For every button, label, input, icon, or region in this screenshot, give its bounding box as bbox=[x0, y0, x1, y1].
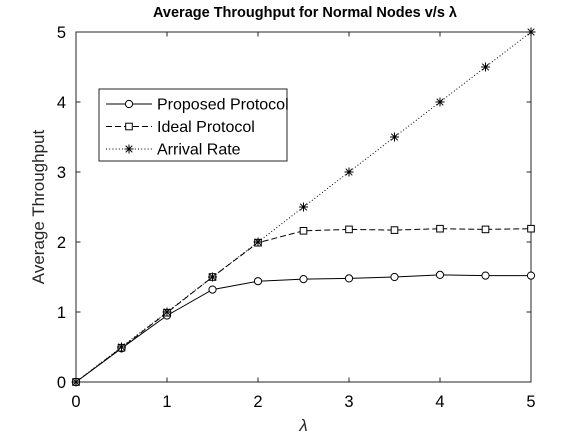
data-point bbox=[481, 225, 490, 234]
y-tick-label: 1 bbox=[57, 304, 66, 322]
data-point bbox=[435, 270, 445, 279]
x-tick-label: 5 bbox=[526, 393, 535, 411]
series-line bbox=[75, 228, 532, 383]
data-point bbox=[71, 377, 81, 387]
data-point bbox=[436, 224, 444, 233]
data-point bbox=[253, 237, 263, 247]
series-line bbox=[75, 274, 531, 383]
data-point bbox=[390, 132, 399, 142]
y-tick-label: 5 bbox=[57, 24, 66, 42]
chart-title: Average Throughput for Normal Nodes v/s … bbox=[153, 5, 457, 21]
legend-marker bbox=[124, 144, 134, 154]
data-point bbox=[390, 226, 399, 234]
series-arrival-rate bbox=[71, 27, 536, 387]
x-axis-label: λ bbox=[298, 416, 307, 435]
legend-label: Arrival Rate bbox=[157, 142, 241, 159]
data-point bbox=[526, 271, 536, 280]
data-point bbox=[481, 62, 490, 72]
data-point bbox=[162, 307, 172, 317]
data-point bbox=[527, 224, 535, 233]
data-point bbox=[344, 274, 354, 283]
legend-item: Ideal Protocol bbox=[106, 119, 255, 136]
series-ideal-protocol bbox=[72, 224, 535, 386]
x-tick-label: 0 bbox=[71, 393, 80, 411]
y-tick-label: 4 bbox=[57, 94, 66, 112]
data-point bbox=[117, 342, 126, 352]
x-tick-label: 4 bbox=[435, 393, 444, 411]
data-point bbox=[526, 27, 536, 37]
data-point bbox=[208, 285, 217, 294]
data-point bbox=[435, 97, 445, 107]
data-point bbox=[299, 275, 308, 284]
legend-item: Arrival Rate bbox=[106, 142, 241, 159]
data-point bbox=[299, 202, 308, 212]
data-point bbox=[299, 227, 308, 235]
legend-label: Ideal Protocol bbox=[157, 119, 255, 136]
y-tick-label: 2 bbox=[57, 234, 66, 252]
y-axis-label: Average Throughput bbox=[29, 130, 48, 285]
data-point bbox=[481, 271, 490, 280]
x-tick-label: 3 bbox=[344, 393, 353, 411]
y-tick-label: 3 bbox=[57, 164, 66, 182]
series-layer bbox=[71, 27, 536, 387]
axis-ticks: 0 1 2 3 4 5 0 1 2 3 4 5 bbox=[57, 24, 536, 411]
series-proposed-protocol bbox=[71, 270, 536, 387]
x-tick-label: 2 bbox=[253, 393, 262, 411]
legend-marker bbox=[124, 99, 134, 109]
data-point bbox=[208, 272, 217, 282]
data-point bbox=[344, 167, 354, 177]
data-point bbox=[345, 225, 353, 234]
legend: Proposed Protocol Ideal Protocol Arrival R… bbox=[98, 88, 289, 162]
data-point bbox=[390, 272, 399, 282]
y-tick-label: 0 bbox=[57, 374, 66, 392]
legend-marker bbox=[125, 122, 133, 131]
legend-item: Proposed Protocol bbox=[106, 97, 289, 114]
plot-area-frame bbox=[75, 31, 532, 383]
x-tick-label: 1 bbox=[162, 393, 171, 411]
legend-label: Proposed Protocol bbox=[157, 97, 289, 114]
data-point bbox=[253, 277, 263, 286]
